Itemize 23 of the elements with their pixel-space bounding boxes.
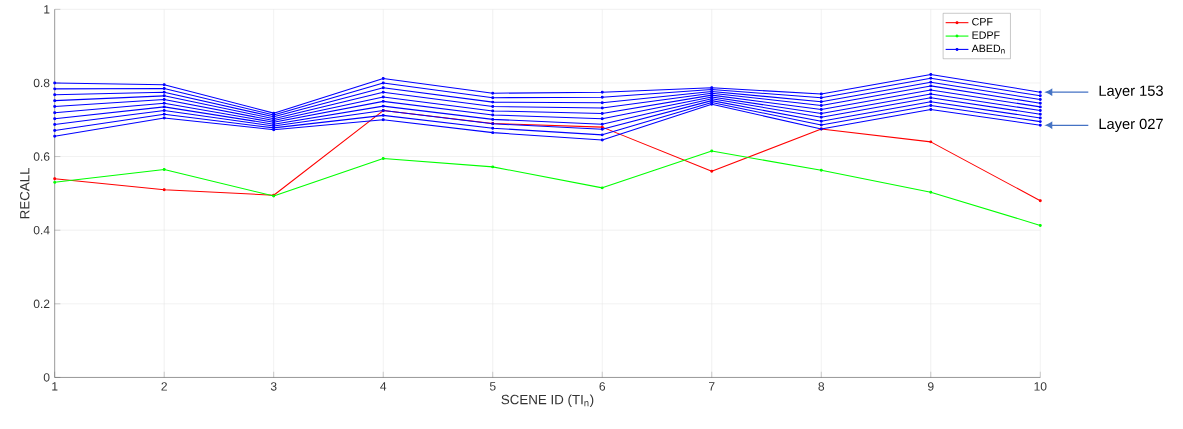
x-tick-label: 7 — [709, 381, 715, 391]
x-tick-label: 6 — [599, 381, 606, 391]
x-tick-label: 10 — [1034, 381, 1047, 391]
y-axis-title: RECALL — [20, 167, 30, 219]
y-tick-label: 0.8 — [33, 78, 50, 87]
text: Layer 153 — [1099, 85, 1163, 99]
y-tick-label: 1 — [44, 4, 50, 14]
x-tick-label: 9 — [928, 381, 934, 391]
y-tick-label: 0.4 — [33, 225, 50, 235]
x-tick-label: 5 — [489, 381, 496, 391]
y-tick-label: 0 — [43, 372, 50, 382]
y-tick-label: 0.2 — [33, 299, 50, 308]
x-tick-label: 8 — [818, 381, 825, 391]
text: Layer 027 — [1099, 118, 1163, 132]
x-tick-label: 2 — [161, 381, 167, 391]
legend-label: CPF — [972, 17, 993, 26]
x-tick-label: 3 — [270, 381, 277, 391]
legend-label: ABED$_{n}$ — [971, 44, 1005, 54]
x-tick-label: 4 — [380, 381, 387, 391]
x-tick-label: 1 — [52, 381, 58, 391]
y-tick-label: 0.6 — [33, 152, 50, 161]
x-axis-title: SCENE ID (TI$_{n}$) — [501, 394, 594, 407]
legend-label: EDPF — [972, 31, 1000, 39]
